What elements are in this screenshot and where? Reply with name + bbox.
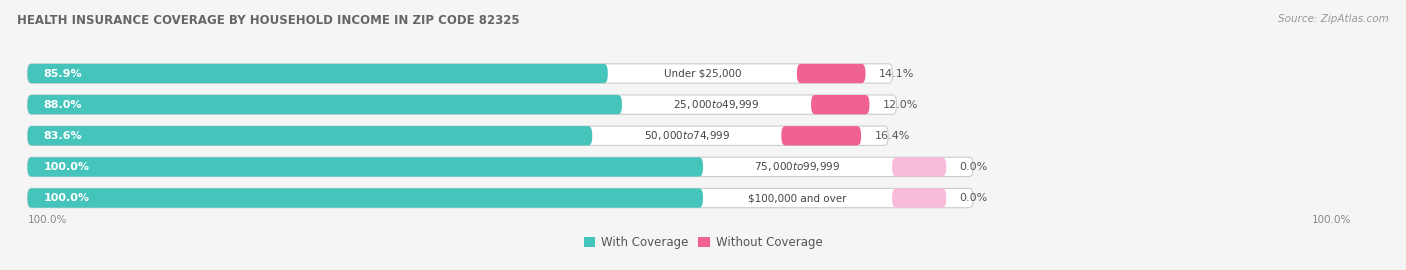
FancyBboxPatch shape — [797, 64, 866, 83]
FancyBboxPatch shape — [28, 157, 973, 177]
FancyBboxPatch shape — [28, 64, 607, 83]
FancyBboxPatch shape — [28, 188, 973, 208]
FancyBboxPatch shape — [782, 126, 860, 146]
FancyBboxPatch shape — [28, 157, 703, 177]
Text: 100.0%: 100.0% — [44, 193, 90, 203]
FancyBboxPatch shape — [893, 157, 946, 177]
Text: 83.6%: 83.6% — [44, 131, 83, 141]
Text: 0.0%: 0.0% — [960, 193, 988, 203]
FancyBboxPatch shape — [28, 95, 621, 114]
Text: 0.0%: 0.0% — [960, 162, 988, 172]
Text: 88.0%: 88.0% — [44, 100, 83, 110]
Text: $50,000 to $74,999: $50,000 to $74,999 — [644, 129, 730, 142]
Text: $25,000 to $49,999: $25,000 to $49,999 — [673, 98, 759, 111]
Text: 16.4%: 16.4% — [875, 131, 910, 141]
Text: 100.0%: 100.0% — [44, 162, 90, 172]
Text: Source: ZipAtlas.com: Source: ZipAtlas.com — [1278, 14, 1389, 23]
Text: 100.0%: 100.0% — [28, 215, 67, 225]
FancyBboxPatch shape — [28, 126, 889, 146]
FancyBboxPatch shape — [893, 188, 946, 208]
FancyBboxPatch shape — [28, 126, 592, 146]
Text: HEALTH INSURANCE COVERAGE BY HOUSEHOLD INCOME IN ZIP CODE 82325: HEALTH INSURANCE COVERAGE BY HOUSEHOLD I… — [17, 14, 519, 26]
Text: 100.0%: 100.0% — [1312, 215, 1351, 225]
Text: $75,000 to $99,999: $75,000 to $99,999 — [755, 160, 841, 173]
FancyBboxPatch shape — [28, 64, 893, 83]
Text: Under $25,000: Under $25,000 — [664, 69, 741, 79]
FancyBboxPatch shape — [28, 188, 703, 208]
Text: 12.0%: 12.0% — [883, 100, 918, 110]
FancyBboxPatch shape — [811, 95, 869, 114]
Text: 85.9%: 85.9% — [44, 69, 83, 79]
Text: 14.1%: 14.1% — [879, 69, 914, 79]
Text: $100,000 and over: $100,000 and over — [748, 193, 846, 203]
Legend: With Coverage, Without Coverage: With Coverage, Without Coverage — [579, 231, 827, 254]
FancyBboxPatch shape — [28, 95, 897, 114]
